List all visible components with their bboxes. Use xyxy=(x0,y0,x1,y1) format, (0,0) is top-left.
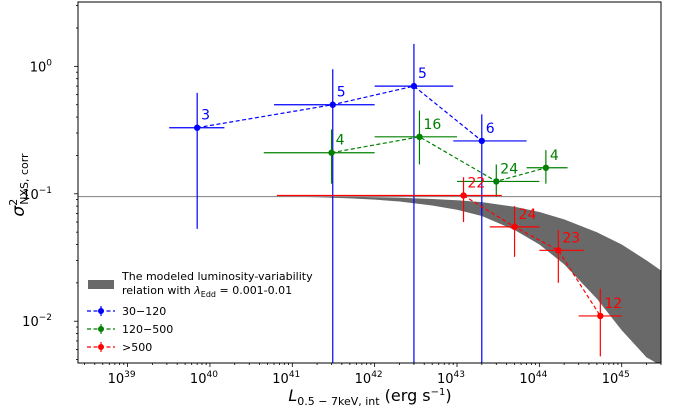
data-point xyxy=(328,149,335,156)
ylabel-sup: 2 xyxy=(7,199,20,206)
tick-exp: 42 xyxy=(371,370,382,380)
count-label: 24 xyxy=(500,161,518,177)
count-label: 16 xyxy=(423,117,441,133)
tick-base: 10 xyxy=(22,315,39,330)
data-point xyxy=(329,101,336,108)
x-tick-label: 1043 xyxy=(437,370,465,387)
xlabel-unit-sup: −1 xyxy=(431,387,446,398)
legend-marker xyxy=(98,326,104,332)
series-line xyxy=(197,85,483,142)
count-label: 4 xyxy=(336,133,345,149)
x-tick-label: 1039 xyxy=(108,370,136,387)
ylabel-main: σ xyxy=(9,205,29,217)
count-label: 23 xyxy=(562,230,580,246)
legend-label: 30−120 xyxy=(122,305,166,318)
x-tick-label: 1040 xyxy=(190,370,218,387)
x-axis-label: L0.5 − 7keV, int (erg s−1) xyxy=(288,386,451,408)
tick-base: 10 xyxy=(22,188,39,203)
legend-marker xyxy=(98,344,104,350)
count-label: 5 xyxy=(418,66,427,82)
data-point xyxy=(511,223,518,231)
data-point xyxy=(460,192,467,199)
xlabel-unit: (erg s xyxy=(380,386,431,405)
ylabel-sub: NXS, corr xyxy=(18,153,31,205)
data-point xyxy=(555,247,562,254)
legend: The modeled luminosity-variabilityrelati… xyxy=(87,270,313,354)
series-2: 22 24 23 12 xyxy=(276,175,622,357)
xlabel-sub: 0.5 − 7keV, int xyxy=(297,395,380,408)
legend-entry-0: 30−120 xyxy=(87,305,166,318)
tick-exp: 39 xyxy=(124,370,136,380)
model-band xyxy=(292,196,661,363)
legend-band-label-line1: The modeled luminosity-variability xyxy=(121,270,313,283)
y-tick-label: 10−2 xyxy=(22,313,52,330)
tick-exp: 0 xyxy=(46,58,52,68)
legend-lambda: λ xyxy=(193,284,201,297)
plot-frame xyxy=(77,1,662,364)
data-point xyxy=(597,312,604,320)
tick-base: 10 xyxy=(355,372,372,387)
tick-exp: 41 xyxy=(289,370,300,380)
tick-base: 10 xyxy=(30,60,47,75)
xlabel-unit-end: ) xyxy=(445,386,451,405)
model-band-layer xyxy=(292,196,661,363)
count-label: 24 xyxy=(519,207,537,223)
legend-lambda-sub: Edd xyxy=(201,290,216,299)
count-label: 5 xyxy=(337,85,346,101)
legend-text: relation with xyxy=(122,284,194,297)
legend-label: 120−500 xyxy=(122,323,173,336)
y-tick-label: 10−1 xyxy=(22,186,52,203)
tick-base: 10 xyxy=(108,372,125,387)
tick-base: 10 xyxy=(437,372,454,387)
legend-text: = 0.001-0.01 xyxy=(216,284,292,297)
series-layer: 3 5 5 6 4 16 24 4 22 24 23 12 xyxy=(169,43,622,363)
count-label: 22 xyxy=(468,175,486,191)
count-label: 6 xyxy=(486,121,495,137)
data-point xyxy=(493,178,500,185)
y-tick-label: 100 xyxy=(30,58,53,75)
tick-base: 10 xyxy=(602,372,619,387)
legend-label: >500 xyxy=(122,341,152,354)
legend-entry-2: >500 xyxy=(87,341,152,354)
tick-exp: −2 xyxy=(39,313,52,323)
xlabel-main: L xyxy=(288,386,297,405)
x-tick-label: 1042 xyxy=(355,370,383,387)
data-point xyxy=(416,133,423,141)
axes-layer: 1039 1040 1041 1042 1043 1044 104510−210−1100L… xyxy=(7,1,662,408)
legend-band-swatch xyxy=(88,280,114,289)
count-label: 12 xyxy=(604,296,622,312)
series-1: 4 16 24 4 xyxy=(263,110,568,197)
tick-base: 10 xyxy=(190,372,207,387)
data-point xyxy=(542,164,550,171)
x-tick-label: 1045 xyxy=(602,370,630,387)
tick-exp: 44 xyxy=(536,370,548,380)
legend-entry-1: 120−500 xyxy=(87,323,173,336)
tick-exp: 43 xyxy=(454,370,465,380)
tick-exp: −1 xyxy=(39,186,52,196)
legend-band-label-line2: relation with λEdd = 0.001-0.01 xyxy=(122,284,292,299)
series-line xyxy=(331,136,547,183)
tick-exp: 40 xyxy=(206,370,218,380)
legend-marker xyxy=(98,308,104,314)
tick-base: 10 xyxy=(272,372,289,387)
count-label: 4 xyxy=(550,148,559,164)
y-axis-label: σ2NXS, corr xyxy=(7,153,31,217)
series-0: 3 5 5 6 xyxy=(169,43,527,363)
data-point xyxy=(478,137,485,145)
x-tick-label: 1041 xyxy=(272,370,300,387)
x-tick-label: 1044 xyxy=(519,370,547,387)
tick-base: 10 xyxy=(519,372,536,387)
series-line xyxy=(463,194,601,317)
data-point xyxy=(193,124,201,131)
data-point xyxy=(410,82,418,90)
count-label: 3 xyxy=(201,108,210,124)
tick-exp: 45 xyxy=(618,370,629,380)
